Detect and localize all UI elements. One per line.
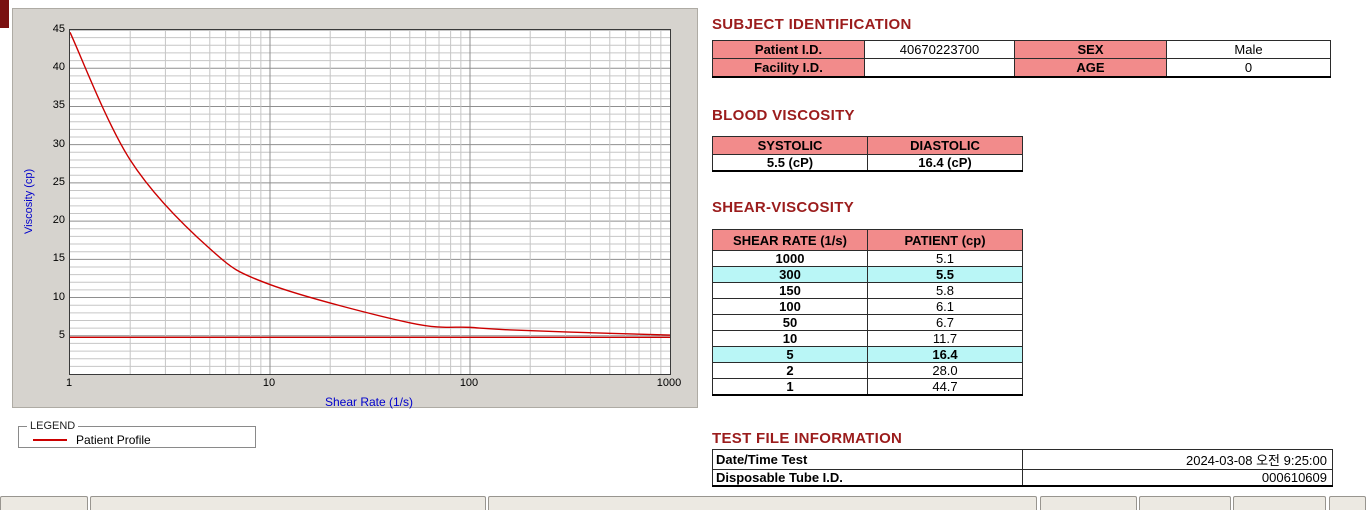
bottom-toolbar-button[interactable] — [1139, 496, 1231, 510]
test-file-information-table: Date/Time Test 2024-03-08 오전 9:25:00 Dis… — [712, 449, 1333, 487]
shear-row-50[interactable]: 50 6.7 — [712, 314, 1023, 331]
table-row: Date/Time Test 2024-03-08 오전 9:25:00 — [712, 449, 1333, 470]
blood-viscosity-heading: BLOOD VISCOSITY — [712, 107, 855, 124]
y-tick-label: 35 — [52, 99, 65, 112]
table-row: Facility I.D. AGE 0 — [712, 58, 1331, 77]
sex-label: SEX — [1014, 40, 1167, 59]
bottom-toolbar-button[interactable] — [1233, 496, 1326, 510]
shear-rate-cell[interactable]: 1 — [712, 378, 868, 396]
y-tick-label: 40 — [52, 61, 65, 74]
blood-viscosity-table: SYSTOLIC DIASTOLIC 5.5 (cP) 16.4 (cP) — [712, 136, 1023, 172]
legend-box: LEGEND Patient Profile — [18, 420, 256, 448]
patient-cp-cell[interactable]: 11.7 — [867, 330, 1023, 347]
shear-rate-cell[interactable]: 1000 — [712, 250, 868, 267]
sex-value: Male — [1166, 40, 1331, 59]
y-tick-label: 10 — [52, 290, 65, 303]
patient-id-value: 40670223700 — [864, 40, 1015, 59]
legend-title: LEGEND — [30, 420, 76, 432]
y-tick-label: 30 — [52, 137, 65, 150]
disposable-tube-id-value: 000610609 — [1022, 469, 1333, 487]
x-tick-label: 1000 — [656, 377, 682, 389]
patient-cp-cell[interactable]: 28.0 — [867, 362, 1023, 379]
shear-rate-header: SHEAR RATE (1/s) — [712, 229, 868, 251]
patient-id-label: Patient I.D. — [712, 40, 865, 59]
age-label: AGE — [1014, 58, 1167, 77]
patient-cp-cell[interactable]: 6.7 — [867, 314, 1023, 331]
shear-rate-cell[interactable]: 100 — [712, 298, 868, 315]
viscosity-chart-panel: Viscosity (cp) 5 10 15 20 25 30 35 40 45 1 10 100 1… — [12, 8, 698, 409]
shear-row-300[interactable]: 300 5.5 — [712, 266, 1023, 283]
x-axis-title: Shear Rate (1/s) — [324, 395, 414, 409]
y-tick-label: 15 — [52, 252, 65, 265]
patient-cp-cell[interactable]: 5.1 — [867, 250, 1023, 267]
age-value: 0 — [1166, 58, 1331, 77]
y-axis-ticks: 5 10 15 20 25 30 35 40 45 — [13, 23, 67, 373]
shear-viscosity-table: SHEAR RATE (1/s) PATIENT (cp) 1000 5.1 300… — [712, 229, 1023, 396]
shear-rate-cell[interactable]: 10 — [712, 330, 868, 347]
bottom-toolbar-button[interactable] — [90, 496, 486, 510]
table-row: SHEAR RATE (1/s) PATIENT (cp) — [712, 229, 1023, 251]
table-row: SYSTOLIC DIASTOLIC — [712, 136, 1023, 155]
shear-rate-cell[interactable]: 150 — [712, 282, 868, 299]
shear-row-1[interactable]: 1 44.7 — [712, 378, 1023, 396]
patient-cp-cell[interactable]: 44.7 — [867, 378, 1023, 396]
shear-row-2[interactable]: 2 28.0 — [712, 362, 1023, 379]
y-tick-label: 20 — [52, 214, 65, 227]
viscosity-plot — [69, 29, 671, 375]
x-tick-label: 10 — [262, 377, 276, 389]
bottom-toolbar-button[interactable] — [488, 496, 1037, 510]
facility-id-value — [864, 58, 1015, 77]
patient-cp-cell[interactable]: 5.8 — [867, 282, 1023, 299]
date-time-test-label: Date/Time Test — [712, 449, 1023, 470]
shear-row-100[interactable]: 100 6.1 — [712, 298, 1023, 315]
shear-viscosity-body: 1000 5.1 300 5.5 150 5.8 100 6.1 50 6.7 10 11.7 5 16.… — [712, 250, 1023, 396]
table-row: Disposable Tube I.D. 000610609 — [712, 469, 1333, 487]
table-row: Patient I.D. 40670223700 SEX Male — [712, 40, 1331, 59]
systolic-header: SYSTOLIC — [712, 136, 868, 155]
test-file-information-heading: TEST FILE INFORMATION — [712, 430, 903, 447]
shear-rate-cell[interactable]: 5 — [712, 346, 868, 363]
subject-identification-heading: SUBJECT IDENTIFICATION — [712, 16, 912, 33]
systolic-value: 5.5 (cP) — [712, 154, 868, 172]
shear-row-150[interactable]: 150 5.8 — [712, 282, 1023, 299]
diastolic-header: DIASTOLIC — [867, 136, 1023, 155]
shear-row-10[interactable]: 10 11.7 — [712, 330, 1023, 347]
patient-cp-cell[interactable]: 6.1 — [867, 298, 1023, 315]
diastolic-value: 16.4 (cP) — [867, 154, 1023, 172]
patient-cp-cell[interactable]: 16.4 — [867, 346, 1023, 363]
table-row: 5.5 (cP) 16.4 (cP) — [712, 154, 1023, 172]
x-tick-label: 1 — [65, 377, 73, 389]
shear-rate-cell[interactable]: 2 — [712, 362, 868, 379]
shear-rate-cell[interactable]: 50 — [712, 314, 868, 331]
shear-viscosity-heading: SHEAR-VISCOSITY — [712, 199, 855, 216]
shear-rate-cell[interactable]: 300 — [712, 266, 868, 283]
x-tick-label: 100 — [459, 377, 479, 389]
bottom-toolbar-button[interactable] — [1040, 496, 1137, 510]
bottom-toolbar-button[interactable] — [0, 496, 88, 510]
y-tick-label: 5 — [58, 328, 65, 341]
shear-row-5[interactable]: 5 16.4 — [712, 346, 1023, 363]
subject-identification-table: Patient I.D. 40670223700 SEX Male Facili… — [712, 40, 1331, 78]
facility-id-label: Facility I.D. — [712, 58, 865, 77]
patient-cp-header: PATIENT (cp) — [867, 229, 1023, 251]
patient-cp-cell[interactable]: 5.5 — [867, 266, 1023, 283]
viscosity-curve-svg — [70, 30, 670, 374]
window-edge-accent — [0, 0, 9, 28]
shear-row-1000[interactable]: 1000 5.1 — [712, 250, 1023, 267]
y-tick-label: 45 — [52, 23, 65, 35]
legend-series-label: Patient Profile — [76, 432, 151, 447]
disposable-tube-id-label: Disposable Tube I.D. — [712, 469, 1023, 487]
date-time-test-value: 2024-03-08 오전 9:25:00 — [1022, 449, 1333, 470]
legend-line-sample — [33, 438, 67, 441]
x-axis-ticks: 1 10 100 1000 — [66, 377, 681, 391]
y-tick-label: 25 — [52, 175, 65, 188]
